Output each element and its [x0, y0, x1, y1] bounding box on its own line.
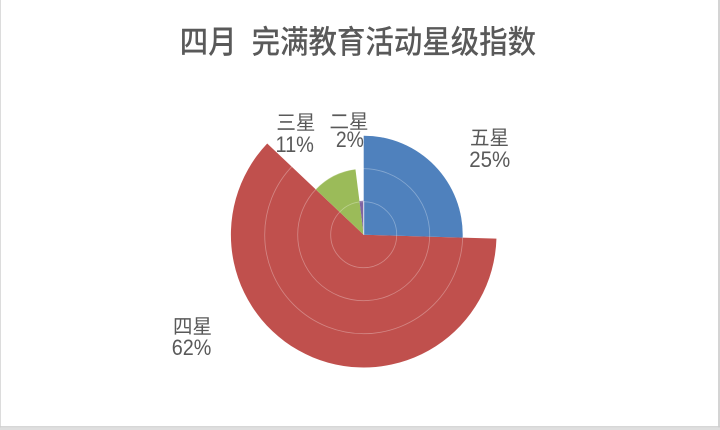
svg-text:11%: 11%: [275, 132, 314, 157]
svg-text:62%: 62%: [172, 335, 212, 360]
svg-text:25%: 25%: [469, 147, 510, 172]
svg-text:2%: 2%: [336, 127, 364, 152]
